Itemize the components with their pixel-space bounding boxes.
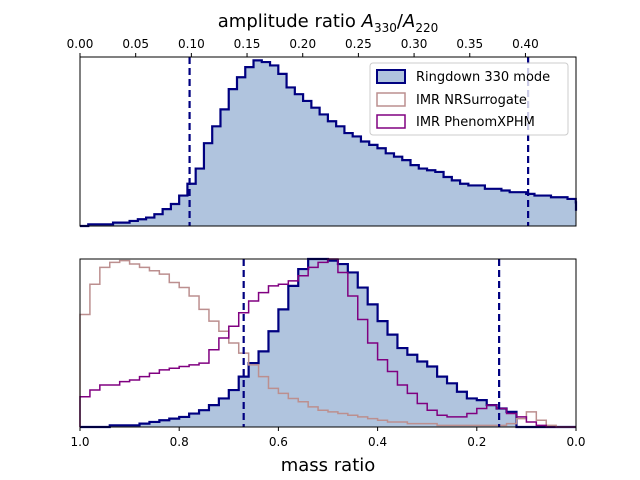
legend-frame <box>369 62 569 136</box>
histogram-fill-0-0 <box>80 60 576 226</box>
x-tick-label-0-8: 0.40 <box>512 37 539 51</box>
bottom-xlabel: mass ratio <box>281 455 376 476</box>
x-tick-label-1-3: 0.4 <box>368 435 387 449</box>
legend-swatch-ringdown <box>376 69 406 84</box>
x-tick-label-0-0: 0.00 <box>67 37 94 51</box>
legend: Ringdown 330 mode IMR NRSurrogate IMR Ph… <box>369 62 569 136</box>
histogram-step-1-1 <box>79 259 576 428</box>
bottom-x-ticks: 1.0 0.8 0.6 0.4 0.2 0.0 <box>70 427 586 449</box>
bottom-axes-frame <box>79 258 577 428</box>
x-tick-label-0-2: 0.10 <box>178 37 205 51</box>
x-tick-label-1-2: 0.6 <box>269 435 288 449</box>
amplitude-ratio-panel: 0.00 0.05 0.10 0.15 0.20 0.25 0.30 0.35 0.40 amp… <box>67 11 578 228</box>
x-tick-label-0-7: 0.35 <box>456 37 483 51</box>
mass-ratio-panel: 1.0 0.8 0.6 0.4 0.2 0.0 mass ratio <box>70 257 586 476</box>
top-x-ticks: 0.00 0.05 0.10 0.15 0.20 0.25 0.30 0.35 0.40 <box>67 37 539 57</box>
legend-swatch-nrsurrogate <box>376 92 406 107</box>
x-tick-label-1-5: 0.0 <box>566 435 585 449</box>
x-tick-label-0-3: 0.15 <box>234 37 261 51</box>
bottom-plot-area <box>79 257 576 429</box>
legend-label-nrsurrogate: IMR NRSurrogate <box>416 93 527 108</box>
x-tick-label-0-4: 0.20 <box>289 37 316 51</box>
legend-label-phenomxphm: IMR PhenomXPHM <box>416 115 535 130</box>
x-tick-label-1-1: 0.8 <box>170 435 189 449</box>
legend-label-ringdown: Ringdown 330 mode <box>416 70 550 85</box>
histogram-step-0-0 <box>80 59 578 228</box>
top-axes-frame <box>79 56 577 227</box>
x-tick-label-0-5: 0.25 <box>345 37 372 51</box>
legend-swatch-phenomxphm <box>376 114 406 129</box>
x-tick-label-0-1: 0.05 <box>122 37 149 51</box>
top-axis-title: amplitude ratio A330/A220 <box>218 11 438 35</box>
x-tick-label-1-0: 1.0 <box>70 435 89 449</box>
histogram-step-1-2 <box>79 258 576 428</box>
histogram-fill-1-0 <box>80 259 576 427</box>
x-tick-label-0-6: 0.30 <box>401 37 428 51</box>
x-tick-label-1-4: 0.2 <box>467 435 486 449</box>
